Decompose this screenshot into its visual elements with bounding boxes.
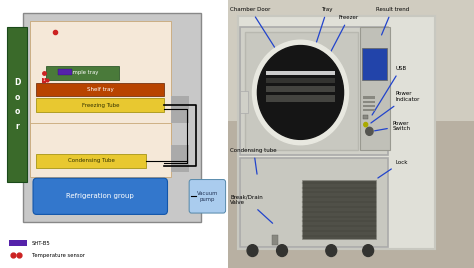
Text: Break/Drain
Valve: Break/Drain Valve [230, 194, 273, 223]
Bar [7, 27, 27, 182]
Text: Shelf tray: Shelf tray [87, 87, 114, 92]
Text: Freezer: Freezer [313, 15, 359, 86]
Bar [240, 91, 247, 113]
Bar [171, 145, 189, 172]
Text: D
o
o
r: D o o r [14, 78, 20, 131]
Bar [363, 115, 368, 119]
Text: Refrigeration group: Refrigeration group [66, 193, 134, 199]
Bar [266, 71, 335, 75]
Text: SHT-B5: SHT-B5 [32, 241, 51, 245]
Bar [245, 32, 358, 150]
Text: Condensing Tube: Condensing Tube [68, 158, 115, 163]
Circle shape [277, 245, 287, 256]
Bar [272, 234, 278, 245]
Bar [29, 21, 171, 139]
Bar [363, 105, 375, 107]
Circle shape [366, 127, 373, 135]
Text: Temperature sensor: Temperature sensor [32, 253, 85, 258]
Bar [29, 123, 171, 177]
Bar [46, 66, 118, 80]
Bar [228, 0, 474, 121]
Text: Sample tray: Sample tray [66, 70, 98, 75]
Bar [266, 95, 335, 102]
FancyBboxPatch shape [33, 178, 167, 214]
Text: Condensing tube: Condensing tube [230, 148, 277, 174]
Bar [362, 48, 387, 80]
Text: Power
Switch: Power Switch [374, 121, 411, 131]
Circle shape [247, 245, 258, 256]
Text: Result trend: Result trend [375, 7, 409, 35]
Circle shape [364, 122, 368, 127]
Circle shape [326, 245, 337, 256]
Bar [363, 109, 375, 111]
Text: Power
Indicator: Power Indicator [371, 91, 419, 123]
Bar [240, 158, 388, 247]
Bar [36, 98, 164, 112]
Bar [360, 27, 390, 150]
Bar [363, 96, 375, 99]
Bar [36, 154, 146, 168]
Bar [266, 78, 335, 83]
Bar [9, 240, 27, 246]
Text: Chamber Door: Chamber Door [230, 7, 281, 57]
Text: Freezing Tube: Freezing Tube [82, 103, 119, 107]
Text: Lock: Lock [378, 160, 408, 178]
Bar [36, 83, 164, 96]
Bar [302, 180, 375, 239]
Text: Tray: Tray [308, 7, 333, 70]
Bar [23, 13, 201, 222]
Bar [238, 16, 435, 249]
FancyBboxPatch shape [189, 180, 226, 213]
Bar [363, 100, 375, 103]
Circle shape [253, 40, 348, 145]
Circle shape [257, 46, 344, 139]
Bar [58, 69, 72, 75]
Bar [266, 86, 335, 92]
Circle shape [363, 245, 374, 256]
Text: USB: USB [372, 66, 406, 115]
Bar [240, 27, 388, 155]
Bar [171, 96, 189, 123]
Text: Vacuum
pump: Vacuum pump [197, 191, 218, 202]
Text: 1: 1 [43, 79, 45, 82]
